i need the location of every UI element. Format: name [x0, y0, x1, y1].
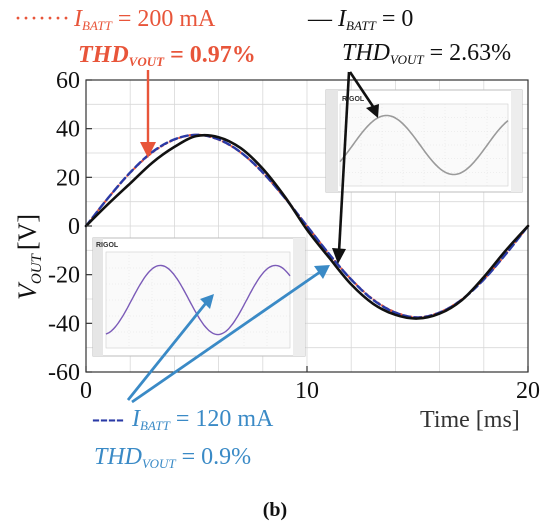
inset-bottom-trace: [105, 264, 291, 336]
y-axis-label-main: V: [13, 281, 42, 300]
legend-0-label: — IBATT = 0: [307, 6, 413, 33]
y-tick-label: -60: [48, 360, 80, 386]
inset-bottom-brand: RIGOL: [96, 242, 119, 249]
x-tick-label: 10: [295, 378, 319, 404]
arrow-blue-1-head: [200, 294, 214, 309]
x-tick-label: 20: [516, 378, 540, 404]
x-tick-label: 0: [80, 378, 92, 404]
thd-0-label: THDVOUT = 2.63%: [342, 40, 511, 67]
legend-120-label: ---- IBATT = 120 mA: [92, 406, 274, 433]
figure-caption: (b): [263, 499, 287, 521]
arrow-black-2: [337, 71, 351, 253]
series-layer: [84, 133, 530, 320]
arrow-black-1: [348, 71, 376, 109]
series-line-i0: [84, 133, 530, 320]
arrow-black-2-head: [332, 248, 346, 264]
inset-top-grid: [340, 104, 508, 186]
y-tick-label: -20: [48, 263, 80, 289]
x-axis-label: Time [ms]: [420, 407, 520, 433]
y-tick-label: 60: [56, 68, 80, 94]
y-tick-label: 20: [56, 165, 80, 191]
arrow-blue-2-head: [314, 265, 330, 279]
y-axis-label: VOUT [V]: [13, 214, 45, 300]
arrow-blue-1: [126, 302, 208, 401]
arrows: [126, 70, 379, 404]
legend-200-symbol: ·······: [14, 6, 70, 32]
arrow-black-1-head: [366, 104, 379, 118]
inset-bottom-side: [293, 238, 305, 356]
y-axis-label-sub: OUT: [29, 252, 45, 284]
y-tick-label: 0: [68, 214, 80, 240]
legend-0-symbol: —: [307, 6, 333, 32]
y-tick-label: 40: [56, 117, 80, 143]
inset-top-menu: [326, 90, 338, 192]
arrow-blue-2: [131, 270, 321, 404]
y-tick-label: -40: [48, 311, 80, 337]
inset-top-side: [511, 90, 522, 192]
arrow-red-head: [140, 142, 156, 158]
thd-200-label: THDVOUT = 0.97%: [78, 42, 256, 69]
ticks: 0 10 20 60 40 20 0 -20 -40 -60: [48, 68, 540, 404]
legend-120-symbol: ----: [92, 406, 124, 432]
inset-top: RIGOL: [325, 89, 523, 193]
inset-bottom-menu: [93, 238, 103, 356]
inset-top-trace: [339, 114, 509, 176]
y-axis-label-unit: [V]: [13, 214, 42, 250]
inset-bottom: RIGOL: [92, 237, 306, 357]
thd-120-label: THDVOUT = 0.9%: [94, 444, 251, 471]
legend-200-label: ······· IBATT = 200 mA: [14, 6, 216, 33]
inset-bottom-grid: [106, 252, 290, 348]
inset-top-brand: RIGOL: [342, 96, 365, 103]
